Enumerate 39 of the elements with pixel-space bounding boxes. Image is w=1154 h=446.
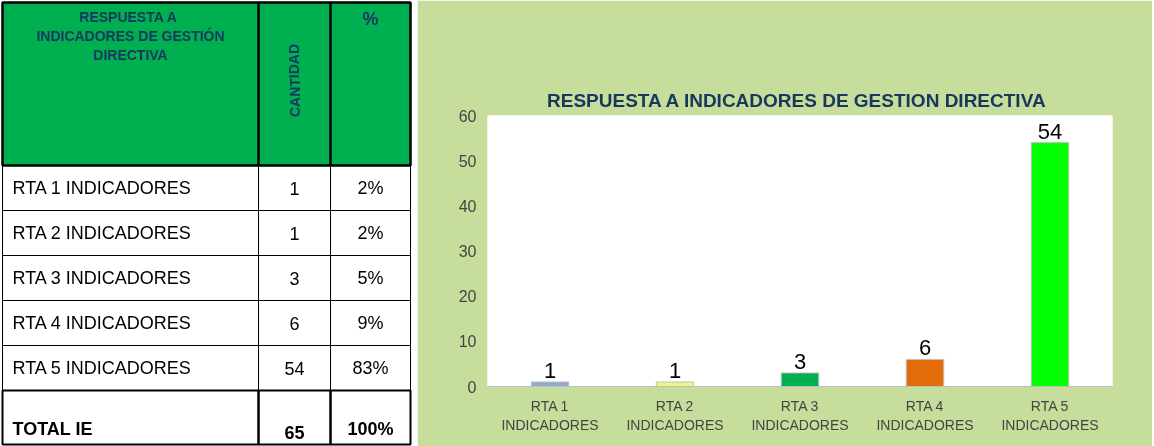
y-tick-label: 60: [458, 107, 477, 125]
text: RESPUESTA A INDICADORES DE GESTIÓN DIRECTIVA: [36, 8, 225, 63]
x-tick-label: RTA 3 INDICADORES: [751, 397, 849, 433]
data-label: 6: [289, 313, 300, 334]
category-label: RTA 3 INDICADORES: [12, 268, 191, 288]
data-label: 3: [793, 348, 807, 374]
category-label: RTA 4 INDICADORES: [12, 313, 191, 333]
data-label: 2%: [357, 223, 384, 243]
category-label: RTA 1 INDICADORES: [12, 178, 191, 198]
category-label: RTA 5 INDICADORES: [12, 358, 191, 378]
x-tick-label: RTA 4 INDICADORES: [876, 397, 974, 433]
chart-title: RESPUESTA A INDICADORES DE GESTION DIRECTIVA: [546, 89, 1046, 111]
y-tick-label: 10: [458, 333, 477, 351]
data-label: 3: [289, 268, 300, 289]
data-label: 83%: [352, 358, 389, 378]
y-tick-label: 0: [467, 378, 477, 396]
x-tick-label: RTA 2 INDICADORES: [626, 397, 724, 433]
y-tick-label: 40: [458, 197, 477, 215]
data-label: 6: [918, 335, 932, 361]
category-label: RTA 2 INDICADORES: [12, 223, 191, 243]
data-label: 1: [289, 223, 300, 244]
data-label: 1: [289, 178, 300, 199]
data-label: 65: [284, 422, 305, 443]
x-tick-label: RTA 1 INDICADORES: [501, 397, 599, 433]
data-label: 2%: [357, 178, 384, 198]
y-tick-label: 20: [458, 288, 477, 306]
text: %: [362, 8, 379, 29]
data-label: 5%: [357, 268, 384, 288]
category-label: TOTAL IE: [12, 418, 93, 439]
data-label: 9%: [357, 313, 384, 333]
x-tick-label: RTA 5 INDICADORES: [1001, 397, 1099, 433]
data-label: 54: [1037, 118, 1063, 144]
y-tick-label: 50: [458, 152, 477, 170]
data-label: 100%: [347, 418, 394, 439]
data-label: 1: [543, 357, 557, 383]
data-label: 54: [284, 358, 305, 379]
series-label: CANTIDAD: [286, 43, 303, 118]
y-tick-label: 30: [458, 243, 477, 260]
data-label: 1: [668, 357, 682, 383]
